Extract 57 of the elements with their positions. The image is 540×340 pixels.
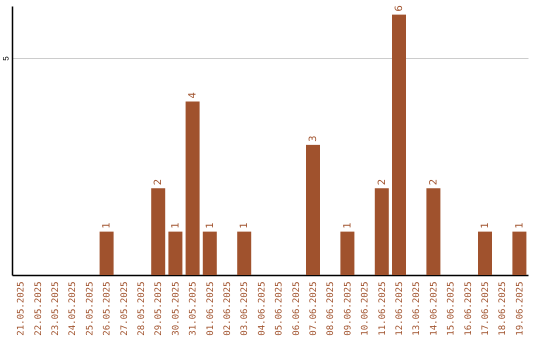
- x-tick-label: 16.06.2025: [464, 282, 474, 336]
- data-label: 2: [376, 178, 388, 186]
- bar: [202, 232, 217, 275]
- bar: [374, 188, 389, 275]
- x-tick-label: 26.05.2025: [102, 282, 113, 336]
- x-tick-label: 12.06.2025: [395, 282, 405, 336]
- x-tick-label: 01.06.2025: [206, 282, 216, 336]
- x-tick-label: 30.05.2025: [171, 282, 182, 336]
- x-tick-label: 31.05.2025: [188, 282, 199, 336]
- x-tick-label: 09.06.2025: [343, 282, 354, 336]
- x-tick-label: 08.06.2025: [326, 282, 336, 336]
- x-tick-label: 06.06.2025: [292, 282, 302, 336]
- bar: [100, 232, 114, 275]
- bar: [512, 232, 526, 275]
- data-label: 6: [394, 5, 405, 12]
- data-label: 3: [308, 135, 319, 142]
- data-label: 4: [188, 92, 199, 98]
- x-tick-label: 14.06.2025: [429, 282, 440, 336]
- bar: [426, 188, 440, 275]
- bar: [186, 101, 200, 275]
- bar: [168, 232, 182, 275]
- x-tick-label: 05.06.2025: [274, 282, 285, 336]
- x-tick-label: 02.06.2025: [223, 282, 233, 336]
- x-tick-label: 10.06.2025: [360, 282, 371, 336]
- x-tick-label: 15.06.2025: [446, 282, 457, 336]
- x-tick-label: 27.05.2025: [120, 282, 130, 336]
- bar: [237, 232, 252, 275]
- x-tick-label: 17.06.2025: [481, 282, 491, 336]
- bar: [151, 188, 166, 275]
- x-tick-label: 18.06.2025: [498, 282, 508, 336]
- data-label: 1: [342, 222, 354, 229]
- data-label: 1: [239, 222, 250, 229]
- data-label: 1: [480, 222, 491, 229]
- x-tick-label: 21.05.2025: [16, 282, 27, 336]
- data-label: 2: [428, 178, 440, 186]
- x-tick-label: 24.05.2025: [68, 282, 78, 336]
- x-tick-label: 07.06.2025: [309, 282, 319, 336]
- bar: [392, 14, 406, 275]
- bar: [478, 232, 492, 275]
- data-label: 1: [102, 222, 113, 229]
- x-tick-label: 28.05.2025: [137, 282, 147, 336]
- data-label: 2: [153, 178, 164, 186]
- x-tick-label: 04.06.2025: [257, 282, 268, 336]
- x-tick-label: 11.06.2025: [378, 282, 388, 336]
- data-label: 1: [170, 222, 182, 229]
- x-tick-label: 19.06.2025: [515, 282, 526, 336]
- data-label: 1: [204, 222, 216, 229]
- bar: [340, 232, 354, 275]
- x-tick-label: 03.06.2025: [240, 282, 250, 336]
- y-tick-label: 5: [2, 56, 10, 61]
- x-tick-label: 23.05.2025: [51, 282, 61, 336]
- x-tick-label: 29.05.2025: [154, 282, 164, 336]
- x-tick-label: 25.05.2025: [85, 282, 96, 336]
- x-tick-label: 22.05.2025: [34, 282, 44, 336]
- bar: [306, 144, 320, 275]
- data-label: 1: [514, 222, 526, 229]
- x-tick-label: 13.06.2025: [412, 282, 422, 336]
